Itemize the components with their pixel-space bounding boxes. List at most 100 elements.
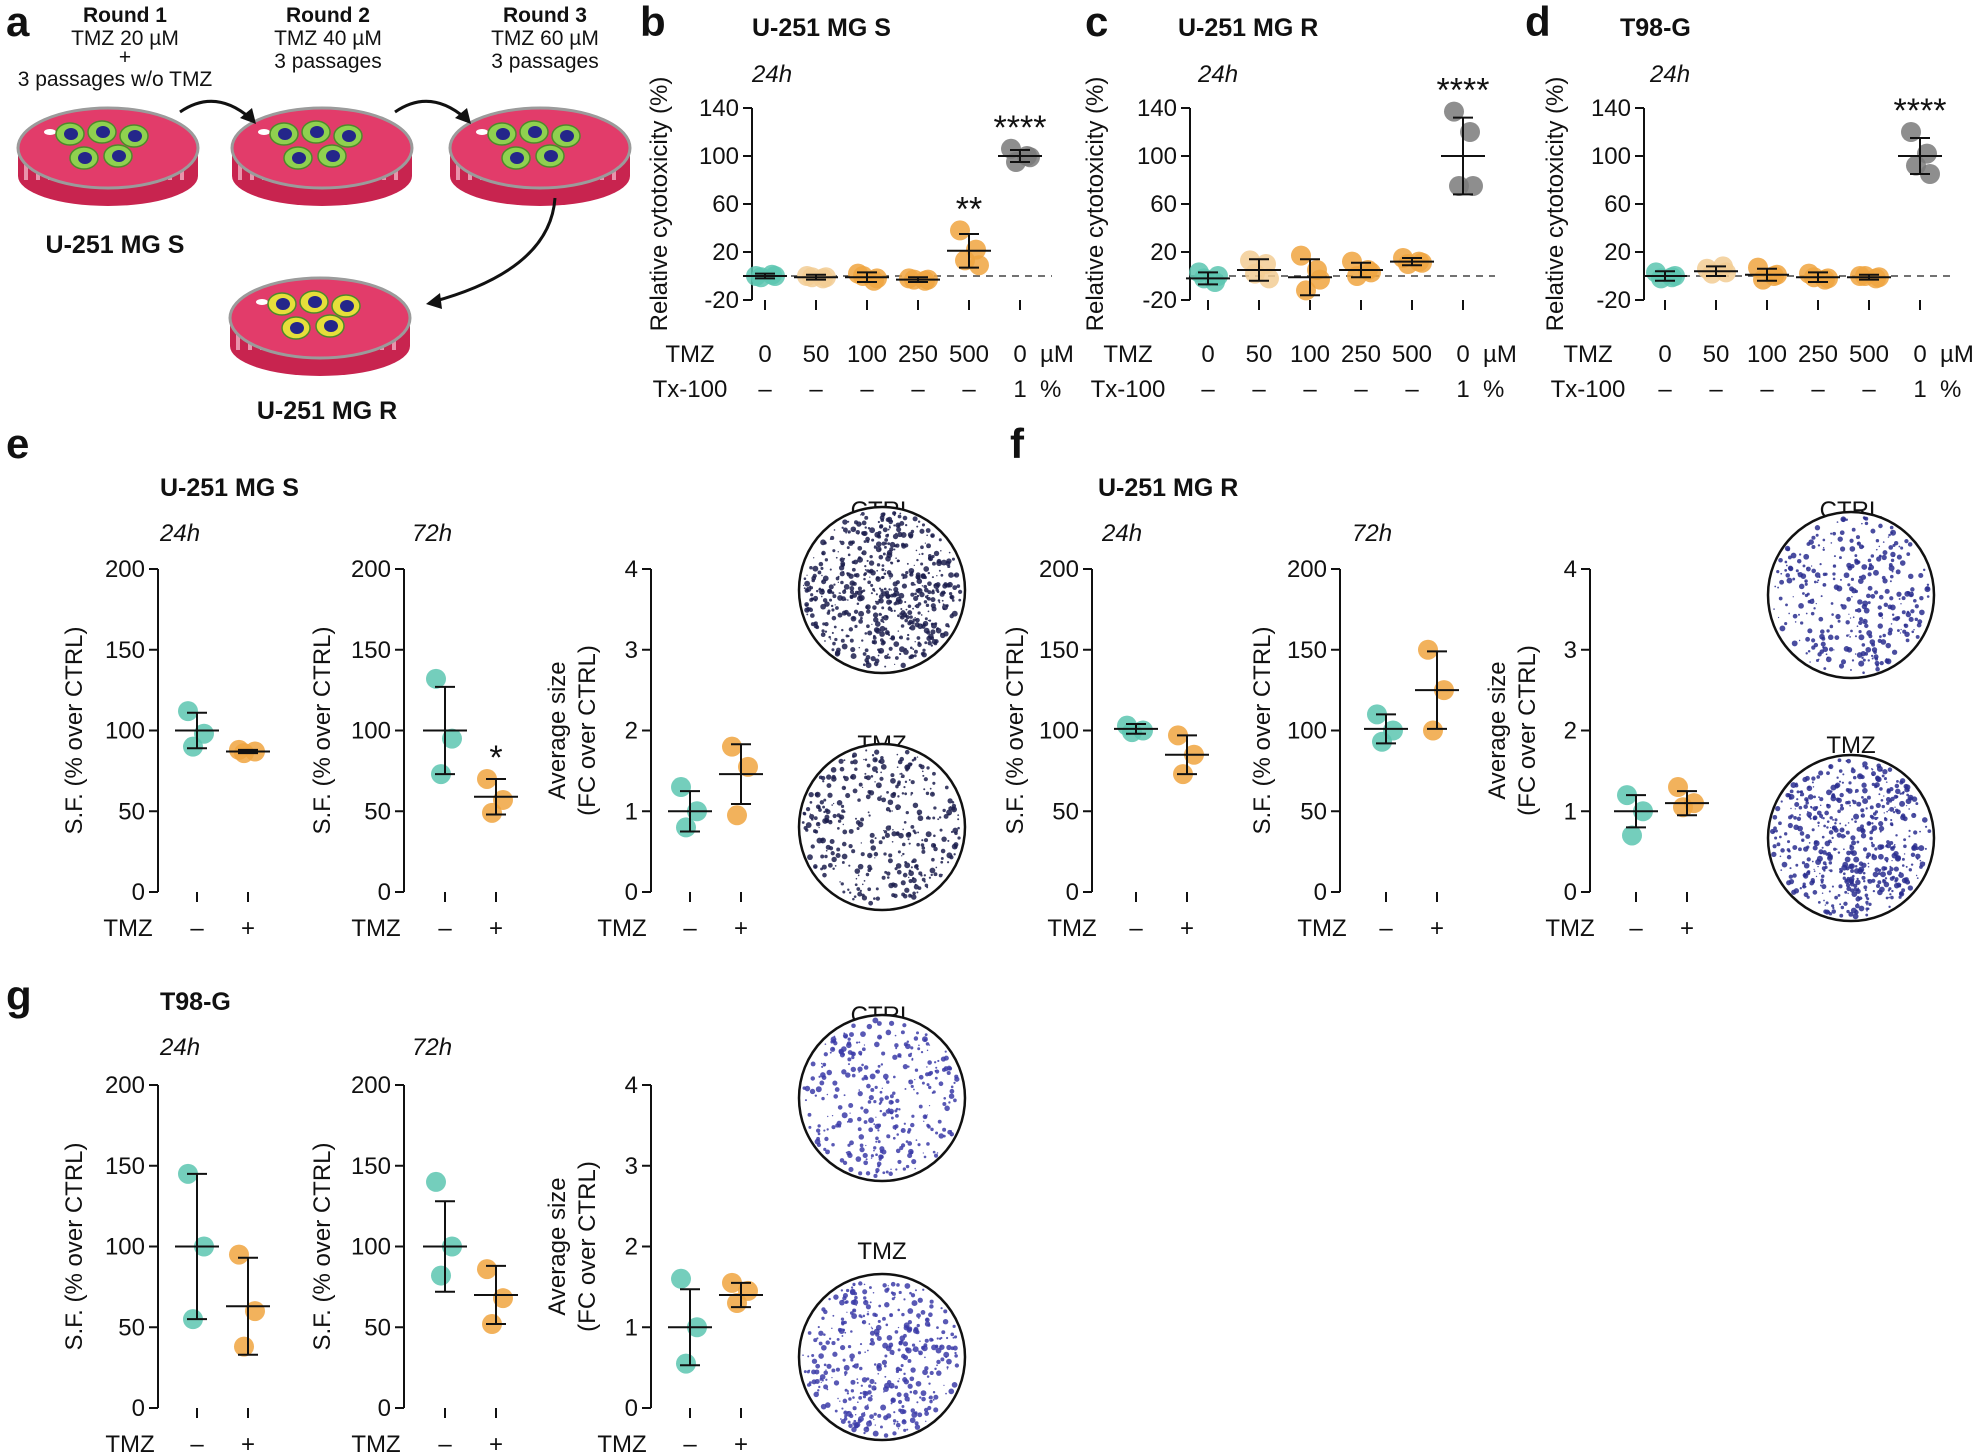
colony — [905, 1326, 909, 1329]
colony — [1885, 797, 1891, 802]
colony — [1773, 608, 1775, 610]
colony — [840, 580, 844, 585]
colony — [1807, 650, 1811, 653]
colony — [852, 1309, 855, 1312]
colony — [824, 808, 829, 813]
colony — [1861, 796, 1864, 799]
colony — [814, 865, 817, 869]
colony — [1826, 771, 1830, 776]
colony — [1904, 539, 1909, 544]
colony — [868, 814, 871, 817]
colony — [1854, 820, 1857, 824]
colony — [956, 584, 961, 588]
colony — [824, 621, 829, 627]
colony — [1888, 533, 1891, 537]
cell-nucleus — [78, 152, 92, 164]
colony — [1862, 658, 1866, 662]
colony — [888, 1020, 895, 1026]
colony — [822, 805, 825, 809]
y-axis-title: Relative cytotoxicity (%) — [1542, 77, 1569, 332]
tx100-unit: % — [1940, 376, 1961, 403]
colony — [829, 538, 832, 540]
colony — [907, 1141, 913, 1146]
panel-title-b: U-251 MG S — [752, 14, 891, 42]
colony — [917, 588, 921, 592]
colony — [871, 766, 878, 772]
colony — [924, 587, 929, 593]
x-category-label: 50 — [1246, 341, 1273, 368]
colony — [897, 1159, 902, 1164]
y-tick-label: 100 — [1039, 718, 1079, 745]
colony — [886, 809, 888, 811]
colony — [834, 637, 838, 642]
colony — [931, 576, 934, 579]
colony — [838, 1049, 844, 1055]
colony — [889, 637, 891, 640]
y-axis-title: S.F. (% over CTRL) — [309, 626, 336, 834]
colony — [1798, 847, 1802, 852]
colony — [810, 818, 814, 821]
colony — [1866, 910, 1868, 912]
colony — [1895, 788, 1901, 795]
colony — [1871, 825, 1878, 831]
colony — [824, 854, 828, 859]
arrow-round1-to-round2 — [179, 99, 251, 120]
colony — [812, 829, 817, 834]
colony — [821, 574, 823, 577]
colony — [946, 861, 950, 864]
x-category-label: + — [734, 915, 748, 942]
colony — [892, 592, 897, 598]
colony — [929, 1299, 934, 1304]
colony — [1831, 836, 1834, 840]
colony — [857, 1418, 862, 1424]
colony — [1817, 652, 1822, 657]
dish-label-sensitive: U-251 MG S — [46, 231, 185, 259]
colony — [935, 1069, 940, 1074]
colony — [1825, 656, 1832, 663]
colony — [820, 603, 827, 610]
colony — [948, 1093, 955, 1099]
colony — [1840, 659, 1847, 665]
colony — [841, 628, 844, 632]
colony — [1853, 813, 1860, 820]
colony — [875, 1136, 879, 1141]
colony — [1860, 808, 1865, 813]
y-tick-label: -20 — [1596, 287, 1631, 314]
colony — [1848, 781, 1852, 785]
colony — [873, 1123, 876, 1126]
colony — [1860, 650, 1866, 657]
colony — [862, 1395, 867, 1399]
colony — [884, 1375, 887, 1378]
colony — [884, 665, 887, 668]
colony — [886, 790, 889, 794]
colony — [917, 611, 921, 615]
colony — [1833, 827, 1839, 833]
colony — [875, 1324, 882, 1331]
colony — [1831, 885, 1834, 888]
colony — [856, 887, 861, 891]
y-tick-label: 150 — [351, 1153, 391, 1180]
colony — [1837, 851, 1841, 854]
colony — [883, 572, 887, 576]
colony — [1849, 546, 1856, 552]
colony — [907, 838, 910, 841]
colony — [823, 1147, 827, 1151]
colony — [900, 772, 903, 775]
colony — [888, 572, 894, 578]
colony — [1805, 652, 1808, 655]
colony — [919, 1076, 921, 1078]
colony — [1876, 883, 1881, 888]
group-0 — [668, 1268, 712, 1374]
colony — [932, 1390, 936, 1394]
colony — [867, 580, 872, 585]
colony — [851, 1023, 856, 1029]
colony — [869, 1342, 872, 1346]
colony — [1803, 892, 1809, 898]
colony — [870, 1088, 875, 1092]
colony — [1884, 658, 1890, 664]
colony — [878, 594, 884, 600]
colony — [817, 1389, 820, 1392]
colony — [927, 1060, 932, 1065]
colony — [946, 1065, 952, 1071]
colony — [917, 1297, 923, 1303]
